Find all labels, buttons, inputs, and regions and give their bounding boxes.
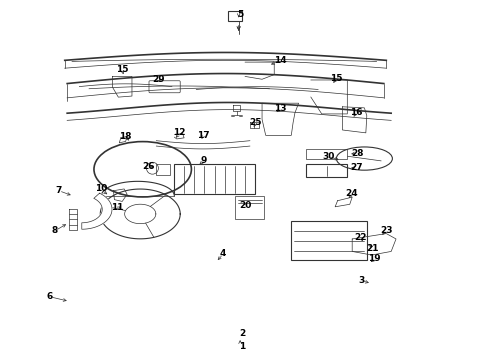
Text: 16: 16 xyxy=(350,108,362,117)
Text: 3: 3 xyxy=(359,275,365,284)
Text: 26: 26 xyxy=(142,162,155,171)
Text: 29: 29 xyxy=(152,75,165,84)
Text: 2: 2 xyxy=(240,329,245,338)
Polygon shape xyxy=(82,193,112,229)
Text: 28: 28 xyxy=(351,149,363,158)
Text: 15: 15 xyxy=(116,66,128,75)
Text: 9: 9 xyxy=(200,156,207,165)
Text: 11: 11 xyxy=(111,203,123,212)
Text: 15: 15 xyxy=(330,74,343,83)
Text: 12: 12 xyxy=(173,129,186,138)
Text: 19: 19 xyxy=(368,254,380,263)
Text: 4: 4 xyxy=(220,249,226,258)
Text: 5: 5 xyxy=(237,10,243,19)
Text: 25: 25 xyxy=(249,118,262,127)
Text: 18: 18 xyxy=(120,132,132,141)
Text: 27: 27 xyxy=(351,163,364,172)
Text: 22: 22 xyxy=(355,233,367,242)
Text: 24: 24 xyxy=(345,189,358,198)
Text: 21: 21 xyxy=(367,244,379,253)
Text: 10: 10 xyxy=(95,184,107,193)
Text: 14: 14 xyxy=(274,56,286,65)
Text: 17: 17 xyxy=(197,131,210,140)
Text: 20: 20 xyxy=(239,201,251,210)
Text: 8: 8 xyxy=(52,225,58,234)
Text: 1: 1 xyxy=(240,342,245,351)
Text: 23: 23 xyxy=(380,225,392,234)
Text: 13: 13 xyxy=(274,104,286,113)
Text: 6: 6 xyxy=(47,292,53,301)
Text: 7: 7 xyxy=(56,186,62,195)
Text: 30: 30 xyxy=(322,152,335,161)
